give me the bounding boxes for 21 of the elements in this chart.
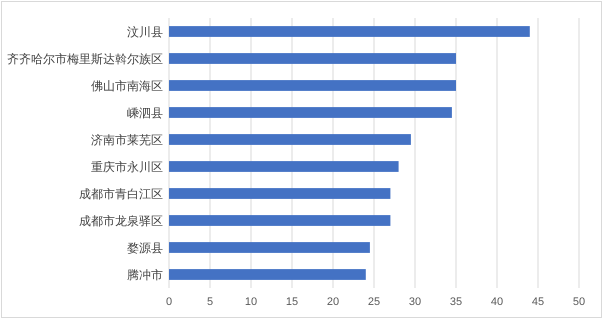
y-tick-label: 重庆市永川区 [91,160,163,174]
y-tick-label: 成都市龙泉驿区 [79,214,163,228]
y-tick-label: 婺源县 [127,241,163,255]
x-tick-label: 15 [286,296,298,308]
y-tick-label: 嵊泗县 [127,106,163,120]
y-tick-label: 成都市青白江区 [79,187,163,201]
x-tick-label: 50 [572,296,586,308]
x-tick-label: 25 [368,296,380,308]
x-tick-label: 20 [326,296,340,308]
y-tick-label: 汶川县 [127,25,163,39]
x-tick-label: 30 [408,296,422,308]
x-tick-label: 5 [206,296,214,308]
x-tick-label: 35 [450,296,462,308]
y-tick-label: 腾冲市 [127,268,163,282]
y-tick-label: 济南市莱芜区 [91,133,163,147]
x-tick-label: 40 [490,296,504,308]
x-tick-label: 10 [244,296,258,308]
x-tick-label: 45 [532,296,544,308]
x-tick-label: 0 [166,296,172,308]
y-tick-label: 佛山市南海区 [91,79,163,93]
y-tick-label: 齐齐哈尔市梅里斯达斡尔族区 [7,52,163,66]
